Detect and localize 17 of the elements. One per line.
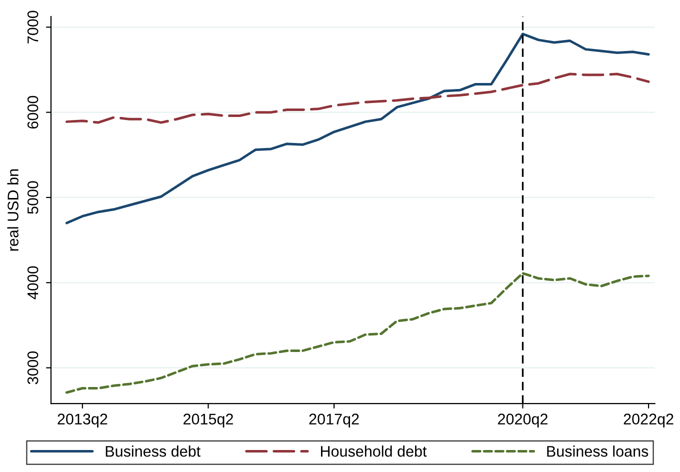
- x-tick-label: 2020q2: [498, 414, 548, 428]
- y-tick-label: 7000: [27, 10, 38, 44]
- legend-label: Business loans: [547, 446, 648, 457]
- x-tick-label: 2015q2: [184, 414, 233, 428]
- x-tick-label: 2022q2: [624, 414, 674, 428]
- y-tick-label: 5000: [27, 181, 38, 214]
- line-series: [65, 32, 650, 224]
- x-tick-label: 2017q2: [309, 414, 359, 428]
- y-tick-label: 4000: [27, 266, 38, 300]
- line-series: [65, 272, 650, 394]
- y-tick-label: 3000: [27, 351, 38, 384]
- line-series: [65, 72, 650, 124]
- legend-label: Business debt: [106, 446, 200, 457]
- legend-label: Household debt: [321, 446, 427, 457]
- y-axis-title: real USD bn: [7, 169, 18, 251]
- x-tick-label: 2013q2: [58, 414, 108, 428]
- y-tick-label: 6000: [27, 96, 38, 129]
